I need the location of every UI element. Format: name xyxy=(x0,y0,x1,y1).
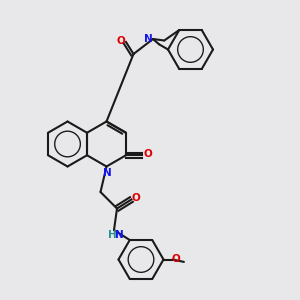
Text: N: N xyxy=(103,167,112,178)
Text: O: O xyxy=(143,149,152,159)
Text: O: O xyxy=(172,254,181,264)
Text: N: N xyxy=(115,230,124,241)
Text: N: N xyxy=(144,34,153,44)
Text: H: H xyxy=(108,230,117,241)
Text: O: O xyxy=(132,193,141,203)
Text: O: O xyxy=(116,35,125,46)
